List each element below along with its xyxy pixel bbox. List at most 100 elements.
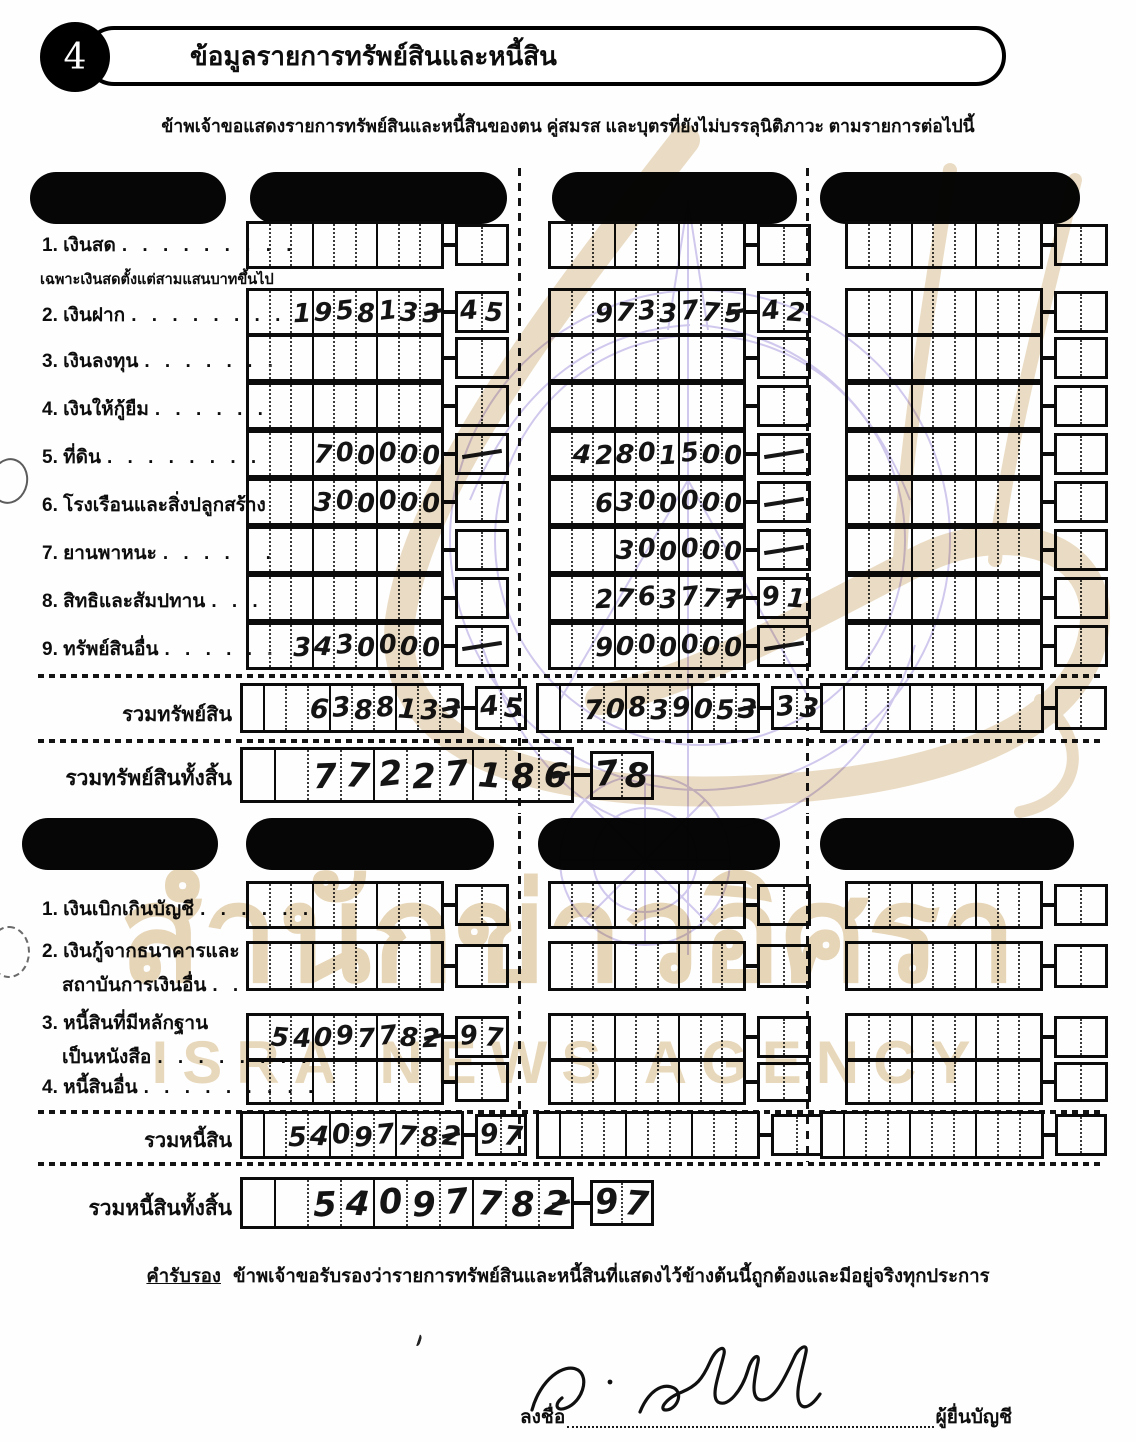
satang-cell: 8 — [621, 753, 651, 797]
digit-cell — [397, 529, 420, 571]
handwritten-digit: 8 — [510, 756, 536, 798]
digit-cell: 3 — [656, 577, 679, 619]
digit-cell — [848, 481, 868, 523]
digit-cell — [419, 884, 441, 926]
handwritten-digit: 9 — [669, 690, 692, 724]
satang-cell — [1079, 226, 1105, 264]
digit-cell — [867, 337, 890, 379]
digit-cell — [539, 1114, 559, 1156]
satang-cell — [782, 886, 808, 924]
satang-box — [1053, 883, 1108, 927]
digit-cell — [932, 481, 954, 523]
handwritten-digit: 0 — [377, 629, 399, 661]
digit-cell — [376, 337, 398, 379]
handwritten-digit: 3 — [658, 298, 678, 330]
digit-cell — [551, 625, 571, 667]
box-connector — [745, 903, 757, 907]
handwritten-digit: 3 — [399, 297, 420, 329]
digit-cell — [721, 337, 743, 379]
satang-cell — [1079, 627, 1105, 665]
satang-box — [756, 432, 811, 476]
digit-cell: 0 — [376, 625, 398, 667]
digit-cell — [975, 433, 997, 475]
digit-cell — [290, 884, 312, 926]
digit-cell — [419, 529, 441, 571]
digit-cell — [1018, 577, 1040, 619]
handwritten-digit: 0 — [636, 533, 658, 565]
baht-box — [548, 221, 746, 269]
digit-cell — [931, 1114, 953, 1156]
redacted-pill — [246, 818, 494, 870]
digit-cell — [678, 337, 700, 379]
satang-box — [1055, 686, 1107, 730]
satang-box — [756, 480, 811, 524]
satang-box — [1053, 384, 1108, 428]
satang-cell — [458, 887, 481, 923]
digit-cell — [290, 481, 312, 523]
section-divider — [38, 1162, 1100, 1166]
digit-cell — [910, 385, 933, 427]
baht-box — [246, 574, 444, 622]
digit-cell — [1018, 385, 1040, 427]
satang-box — [1053, 480, 1108, 524]
digit-cell — [613, 1016, 636, 1058]
satang-cell — [1079, 886, 1105, 924]
digit-cell — [592, 944, 614, 988]
digit-cell — [290, 529, 312, 571]
digit-cell: 3 — [417, 686, 439, 730]
baht-box — [548, 1059, 746, 1105]
digit-cell — [953, 1114, 975, 1156]
handwritten-digit: 3 — [419, 694, 439, 726]
digit-cell — [975, 577, 997, 619]
digit-cell — [625, 1114, 647, 1156]
handwritten-digit: 7 — [701, 583, 722, 615]
digit-cell: 0 — [397, 625, 419, 667]
digit-cell — [867, 1062, 890, 1102]
handwritten-digit: 3 — [313, 487, 334, 519]
digit-cell: 3 — [613, 529, 635, 571]
digit-cell — [678, 385, 700, 427]
digit-cell — [932, 1016, 954, 1058]
digit-cell — [397, 884, 420, 926]
digit-cell: 8 — [397, 1016, 419, 1058]
amount-field — [536, 1111, 823, 1159]
handwritten-digit: 7 — [356, 1023, 376, 1055]
digit-cell: 3 — [647, 686, 669, 730]
label-text: สถาบันการเงินอื่น — [62, 975, 207, 996]
digit-cell — [996, 337, 1019, 379]
digit-cell — [996, 577, 1019, 619]
satang-cell — [760, 887, 783, 923]
digit-cell — [848, 577, 868, 619]
digit-cell — [889, 1062, 911, 1102]
satang-cell: 7 — [480, 1018, 506, 1056]
digit-cell — [735, 1114, 757, 1156]
box-connector — [745, 548, 757, 552]
digit-cell: 9 — [406, 1180, 439, 1226]
digit-cell — [909, 686, 931, 730]
digit-cell — [397, 385, 420, 427]
digit-cell — [865, 686, 887, 730]
digit-cell: 7 — [307, 750, 340, 800]
digit-cell — [419, 1062, 441, 1102]
digit-cell: 7 — [439, 1180, 472, 1226]
digit-cell — [268, 385, 291, 427]
digit-cell — [910, 433, 933, 475]
baht-box — [548, 334, 746, 382]
satang-box — [1053, 1015, 1108, 1059]
handwritten-digit: 4 — [313, 631, 334, 663]
digit-cell — [678, 224, 700, 266]
handwritten-digit: 7 — [373, 1117, 396, 1151]
handwritten-digit: 9 — [760, 581, 782, 613]
redacted-pill — [552, 172, 797, 224]
label-text: 6. โรงเรือนและสิ่งปลูกสร้าง — [42, 495, 266, 516]
digit-cell: 0 — [373, 1180, 406, 1226]
digit-cell — [559, 686, 581, 730]
satang-box — [1053, 432, 1108, 476]
digit-cell — [1019, 1114, 1041, 1156]
digit-cell — [867, 944, 890, 988]
label-text: 5. ที่ดิน — [42, 447, 101, 468]
satang-cell — [760, 388, 783, 424]
digit-cell — [1018, 433, 1040, 475]
